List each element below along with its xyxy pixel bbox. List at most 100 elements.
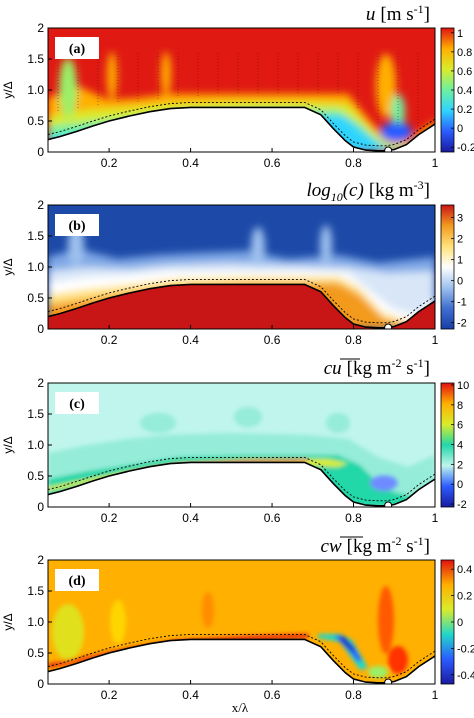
panel-c: cu [kg m-2 s-1] (c): [47, 356, 436, 508]
panel-b-ytick-label: 0: [37, 322, 44, 336]
panel-b-colorbar-label: 0: [457, 276, 463, 288]
panel-c-ytick-label: 1.5: [27, 407, 44, 421]
panel-b-ytick-label: 1.5: [27, 229, 44, 243]
panel-c-xtick-label: 0.8: [345, 511, 362, 525]
panel-d-ytick-label: 2: [37, 553, 44, 567]
panel-b-colorbar-label: -1: [457, 297, 467, 309]
panel-b-ytick-label: 2: [37, 198, 44, 212]
panel-d-colorbar-label: 0.2: [457, 591, 472, 603]
panel-a-colorbar-label: 0: [457, 123, 463, 135]
panel-d-bed-dashed: [48, 633, 435, 679]
panel-d-label-box: [55, 569, 99, 591]
panel-a-y-axis-label: y/Δ: [1, 81, 15, 98]
panel-c-label-box: [55, 392, 99, 414]
panel-d-ytick-label: 1.5: [27, 584, 44, 598]
panel-a-colorbar-label: -0.2: [457, 142, 474, 154]
panel-c-marker: [384, 501, 393, 507]
panel-d-xtick-label: 1: [432, 688, 439, 702]
panel-a-colorbar-label: 0.8: [457, 47, 472, 59]
panel-d-colorbar-label: -0.2: [457, 643, 474, 655]
panel-d-ytick-label: 1.0: [27, 615, 44, 629]
panel-a-label-box: [55, 37, 99, 59]
panel-c-plot: [48, 383, 435, 507]
panel-d-ytick-label: 0.5: [27, 646, 44, 660]
panel-a-xtick-label: 0.6: [264, 156, 281, 170]
panel-b-xtick-label: 1: [432, 333, 439, 347]
panel-b-y-axis-label: y/Δ: [1, 258, 15, 275]
panel-a-colorbar-label: 0.2: [457, 104, 472, 116]
panel-a-ytick-label: 0: [37, 145, 44, 159]
panel-c-colorbar-label: 6: [457, 420, 463, 432]
panel-a-title: u [m s-1]: [366, 2, 430, 25]
panel-b-title: log10(c) [kg m-3]: [306, 178, 430, 204]
panel-a-xtick-label: 0.8: [345, 156, 362, 170]
panel-c-xtick-label: 0.6: [264, 511, 281, 525]
panel-a-ytick-label: 2: [37, 21, 44, 35]
panel-a-bed-fill: [48, 107, 435, 152]
panel-c-bed-fill: [48, 462, 435, 507]
panel-d-ytick-label: 0: [37, 677, 44, 691]
panel-a-xtick-label: 0.2: [101, 156, 118, 170]
panel-c-y-axis-label: y/Δ: [1, 436, 15, 453]
panel-b-label: (b): [68, 219, 85, 234]
panel-a-marker: [384, 146, 393, 152]
panel-a-plot: [48, 28, 435, 152]
panel-c-colorbar-label: 4: [457, 440, 463, 452]
panel-a-ytick-label: 1.0: [27, 83, 44, 97]
panel-c-xtick-label: 0.2: [101, 511, 118, 525]
panel-b-colorbar: [440, 204, 455, 330]
panel-a-xtick-label: 0.4: [182, 156, 199, 170]
panel-b-xtick-label: 0.8: [345, 333, 362, 347]
panel-d-xtick-label: 0.2: [101, 688, 118, 702]
panel-b-ytick-label: 1.0: [27, 260, 44, 274]
panel-c-xtick-label: 0.4: [182, 511, 199, 525]
panel-a-colorbar-label: 0.6: [457, 66, 472, 78]
panel-b-bed: [48, 284, 435, 329]
panel-c-colorbar-label: 10: [457, 380, 469, 392]
panel-b: log10(c) [kg m-3] (b): [47, 178, 436, 330]
panel-d: cw [kg m-2 s-1] (d): [47, 534, 436, 685]
panel-b-colorbar-label: -2: [457, 318, 467, 330]
panel-c-ytick-label: 2: [37, 376, 44, 390]
axes-layer: 0.2 0.4 0.6 0.8 100.51.01.52y/Δ10.80.60.40.2…: [1, 21, 474, 702]
panel-c-label: (c): [69, 397, 85, 412]
panel-c-colorbar: [440, 382, 455, 508]
panel-d-title: cw [kg m-2 s-1]: [321, 534, 430, 557]
panel-c-bed-dashed: [48, 456, 435, 502]
panel-b-colorbar-label: 3: [457, 213, 463, 225]
panel-a: u [m s-1]: [47, 2, 436, 153]
panel-b-xtick-label: 0.2: [101, 333, 118, 347]
panel-b-plot: [48, 205, 435, 329]
panel-d-colorbar-label: -0.4: [457, 670, 474, 682]
panel-d-xtick-label: 0.8: [345, 688, 362, 702]
panel-a-xtick-label: 1: [432, 156, 439, 170]
panel-d-xtick-label: 0.6: [264, 688, 281, 702]
panel-a-colorbar-label: 0.4: [457, 85, 472, 97]
panel-d-marker: [384, 678, 393, 684]
panel-d-label: (d): [68, 574, 85, 589]
panel-c-colorbar-label: 8: [457, 400, 463, 412]
panel-b-label-box: [55, 214, 99, 236]
panel-a-ytick-label: 0.5: [27, 114, 44, 128]
panel-a-ytick-label: 1.5: [27, 52, 44, 66]
panel-c-title: cu [kg m-2 s-1]: [324, 356, 430, 379]
panel-b-ytick-label: 0.5: [27, 291, 44, 305]
panel-c-ytick-label: 1.0: [27, 438, 44, 452]
panel-a-colorbar-label: 1: [457, 28, 463, 40]
panel-b-xtick-label: 0.6: [264, 333, 281, 347]
shared-x-axis-label: x/λ: [232, 700, 249, 715]
panel-d-xtick-label: 0.4: [182, 688, 199, 702]
panel-c-colorbar-label: -2: [457, 499, 467, 511]
panel-a-label: (a): [69, 42, 86, 57]
panel-c-ytick-label: 0.5: [27, 469, 44, 483]
panel-a-bed-dashed: [48, 101, 435, 147]
panel-c-ytick-label: 0: [37, 500, 44, 514]
panel-c-colorbar-label: 0: [457, 479, 463, 491]
panel-c-xtick-label: 1: [432, 511, 439, 525]
panel-b-colorbar-label: 2: [457, 234, 463, 246]
panel-d-plot: [48, 560, 435, 684]
panel-d-colorbar-label: 0.4: [457, 564, 472, 576]
panel-b-colorbar-label: 1: [457, 255, 463, 267]
panel-b-xtick-label: 0.4: [182, 333, 199, 347]
